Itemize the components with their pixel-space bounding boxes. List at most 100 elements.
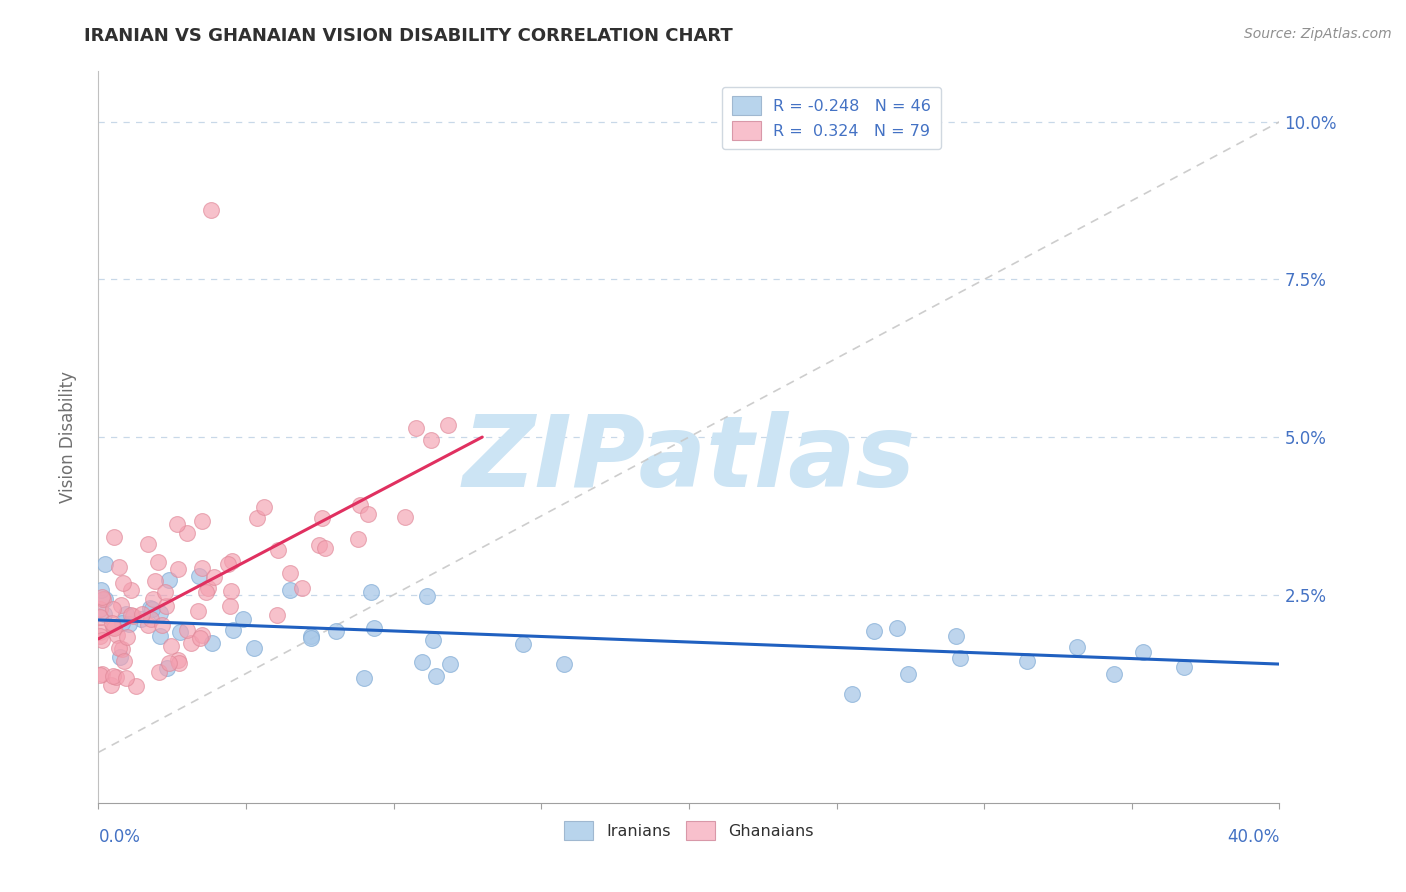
Point: [101, 615, 124, 630]
Point: [110, 598, 132, 612]
Point: [197, 581, 219, 595]
Point: [108, 649, 131, 664]
Text: IRANIAN VS GHANAIAN VISION DISABILITY CORRELATION CHART: IRANIAN VS GHANAIAN VISION DISABILITY CO…: [84, 27, 733, 45]
Point: [221, 623, 243, 637]
Point: [160, 640, 183, 654]
Point: [108, 560, 131, 574]
Point: [111, 642, 134, 657]
Point: [266, 607, 288, 622]
Point: [110, 616, 132, 631]
Point: [191, 628, 214, 642]
Point: [103, 602, 125, 616]
Point: [100, 678, 122, 692]
Point: [1017, 653, 1039, 667]
Point: [945, 629, 967, 643]
Point: [166, 653, 188, 667]
Point: [112, 576, 135, 591]
Point: [117, 617, 139, 632]
Point: [349, 498, 371, 512]
Point: [353, 671, 375, 685]
Point: [117, 630, 139, 644]
Point: [89, 610, 111, 624]
Point: [311, 511, 333, 525]
Point: [103, 620, 125, 634]
Point: [325, 624, 347, 639]
Text: Source: ZipAtlas.com: Source: ZipAtlas.com: [1244, 27, 1392, 41]
Point: [411, 655, 433, 669]
Point: [200, 203, 222, 218]
Point: [394, 510, 416, 524]
Point: [415, 589, 437, 603]
Point: [232, 613, 254, 627]
Point: [419, 434, 441, 448]
Point: [169, 625, 191, 640]
Point: [142, 592, 165, 607]
Point: [138, 600, 160, 615]
Text: 40.0%: 40.0%: [1227, 828, 1279, 846]
Point: [253, 500, 276, 514]
Point: [148, 665, 170, 679]
Point: [89, 624, 111, 639]
Point: [180, 636, 202, 650]
Point: [136, 537, 159, 551]
Point: [201, 636, 224, 650]
Point: [219, 584, 242, 599]
Point: [89, 629, 111, 643]
Point: [138, 617, 160, 632]
Text: ZIPatlas: ZIPatlas: [463, 410, 915, 508]
Point: [120, 582, 142, 597]
Point: [1132, 645, 1154, 659]
Point: [115, 671, 138, 685]
Point: [219, 599, 242, 613]
Point: [267, 542, 290, 557]
Point: [129, 612, 152, 626]
Point: [195, 585, 218, 599]
Point: [149, 628, 172, 642]
Point: [91, 633, 114, 648]
Point: [299, 629, 322, 643]
Point: [120, 607, 142, 622]
Point: [1102, 666, 1125, 681]
Point: [897, 667, 920, 681]
Point: [221, 554, 243, 568]
Legend: Iranians, Ghanaians: Iranians, Ghanaians: [558, 814, 820, 846]
Point: [841, 687, 863, 701]
Point: [949, 651, 972, 665]
Point: [93, 607, 115, 621]
Point: [191, 560, 214, 574]
Point: [291, 581, 314, 595]
Point: [190, 514, 212, 528]
Point: [122, 608, 145, 623]
Point: [167, 656, 190, 670]
Point: [187, 604, 209, 618]
Point: [299, 631, 322, 645]
Point: [243, 641, 266, 656]
Point: [156, 661, 179, 675]
Point: [90, 582, 112, 597]
Point: [103, 669, 125, 683]
Point: [357, 507, 380, 521]
Point: [115, 607, 138, 622]
Text: 0.0%: 0.0%: [98, 828, 141, 846]
Point: [176, 623, 198, 637]
Point: [146, 555, 169, 569]
Point: [437, 418, 460, 433]
Point: [149, 606, 172, 620]
Point: [108, 640, 131, 655]
Point: [166, 516, 188, 531]
Point: [91, 590, 114, 604]
Point: [314, 541, 336, 556]
Point: [176, 525, 198, 540]
Point: [103, 530, 125, 544]
Point: [405, 421, 427, 435]
Point: [89, 668, 111, 682]
Point: [143, 574, 166, 588]
Point: [89, 601, 111, 615]
Point: [150, 618, 173, 632]
Point: [360, 585, 382, 599]
Point: [217, 558, 239, 572]
Point: [157, 573, 180, 587]
Point: [1173, 660, 1195, 674]
Point: [1066, 640, 1088, 654]
Point: [553, 657, 575, 672]
